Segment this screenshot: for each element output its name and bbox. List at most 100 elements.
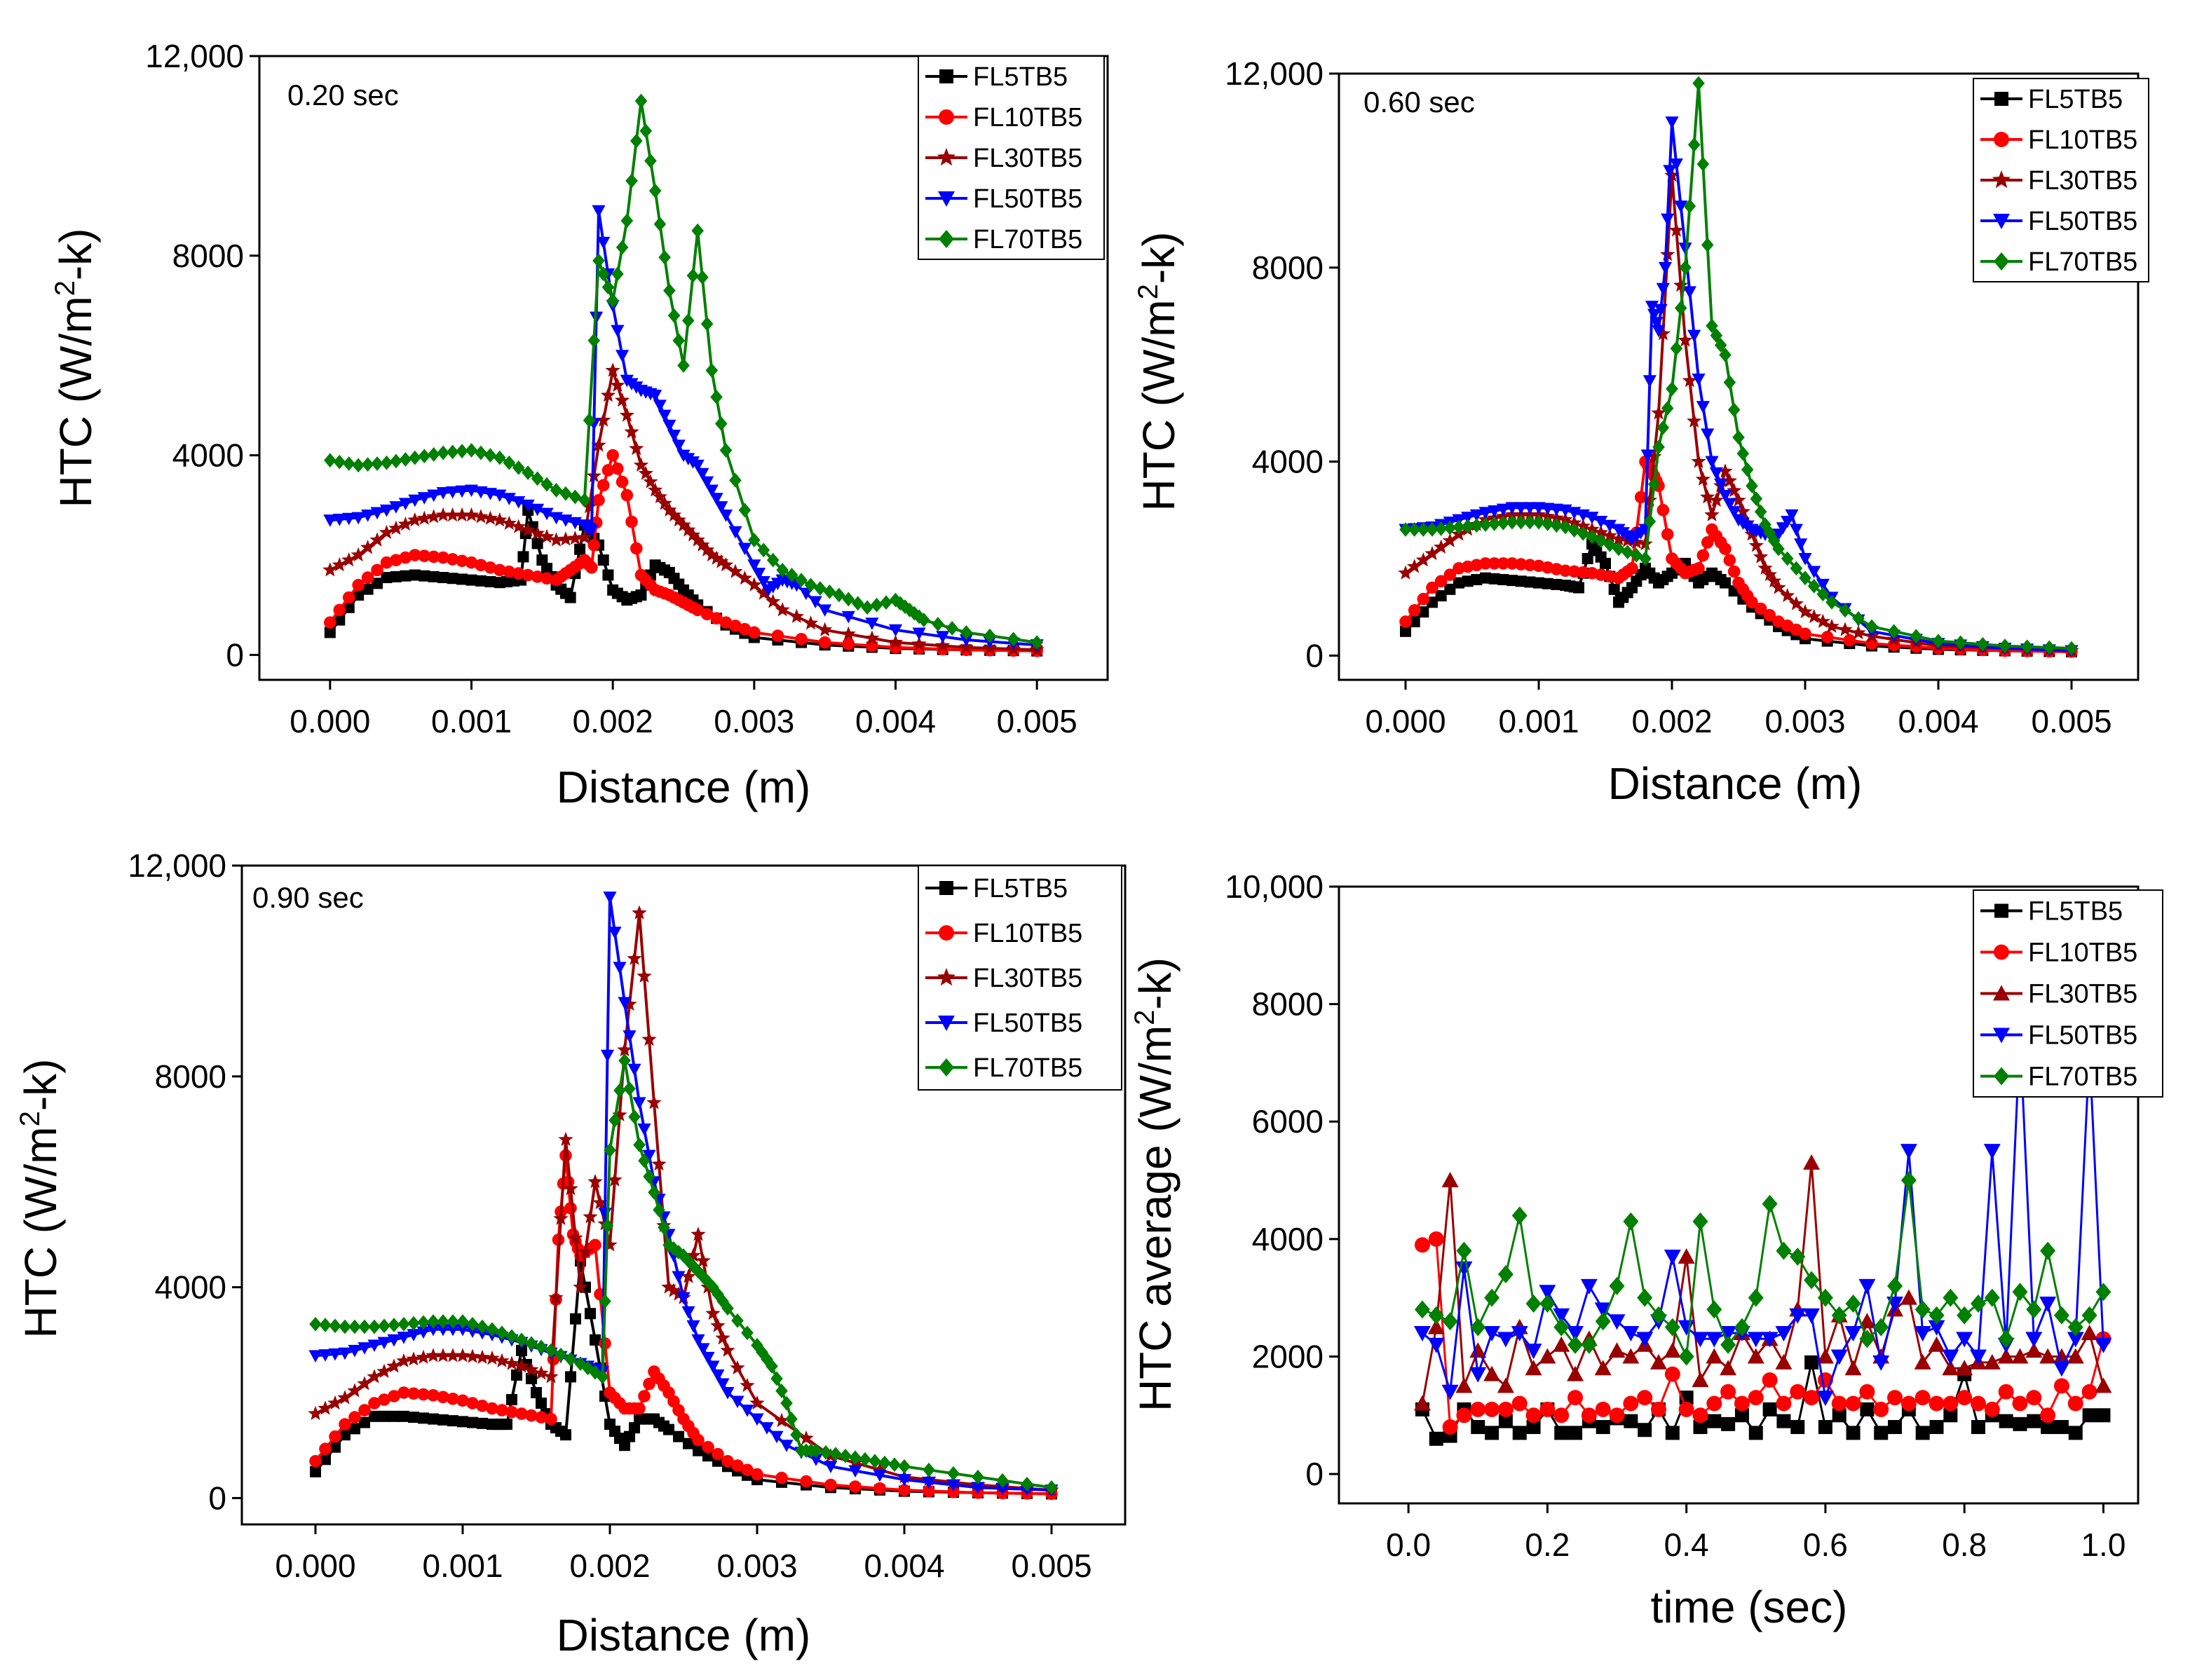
interp-marker: [1434, 521, 1448, 536]
data-point: [1650, 1353, 1667, 1370]
interp-marker: [666, 507, 682, 522]
interp-marker: [996, 1473, 1009, 1488]
interp-marker: [1781, 551, 1794, 566]
interp-marker: [611, 266, 624, 282]
data-point: [661, 1279, 676, 1294]
interp-marker: [597, 554, 609, 566]
data-point: [1775, 1325, 1793, 1341]
data-point: [1816, 1391, 1834, 1407]
data-point: [1532, 514, 1545, 530]
interp-marker: [456, 554, 468, 568]
interp-marker: [1567, 515, 1582, 530]
data-point: [1873, 1318, 1889, 1337]
interp-marker: [1807, 578, 1821, 594]
data-point: [959, 634, 973, 647]
data-point: [662, 1238, 675, 1252]
data-point: [1761, 1332, 1778, 1348]
data-point: [1943, 1288, 1959, 1307]
interp-marker: [503, 565, 516, 578]
interp-marker: [702, 1450, 714, 1462]
interp-marker: [730, 1395, 744, 1409]
interp-marker: [1709, 467, 1723, 480]
interp-marker: [445, 1348, 461, 1363]
data-point: [427, 1388, 440, 1402]
data-point: [564, 592, 576, 603]
data-point: [1762, 1194, 1778, 1213]
data-point: [1845, 1395, 1861, 1412]
data-point: [1594, 1360, 1612, 1376]
series-line: [315, 911, 1052, 1492]
interp-marker: [446, 1323, 460, 1337]
interp-marker: [418, 449, 431, 464]
data-point: [721, 1454, 734, 1468]
interp-marker: [568, 1230, 583, 1245]
interp-marker: [530, 525, 545, 540]
data-point: [1873, 1401, 1889, 1417]
data-point: [818, 636, 831, 649]
interp-marker: [1748, 538, 1764, 552]
data-point: [1720, 577, 1731, 589]
data-point: [1506, 514, 1518, 530]
data-point: [1859, 1330, 1875, 1348]
interp-marker: [757, 542, 770, 558]
interp-marker: [653, 217, 667, 232]
interp-marker: [1469, 509, 1483, 522]
interp-marker: [1663, 165, 1677, 177]
interp-marker: [399, 452, 412, 467]
interp-marker: [841, 626, 856, 641]
interp-marker: [1655, 326, 1671, 341]
interp-marker: [638, 1153, 651, 1168]
interp-marker: [870, 597, 883, 613]
data-point: [1706, 1348, 1723, 1364]
data-point: [1567, 1325, 1584, 1341]
interp-marker: [728, 564, 743, 578]
interp-marker: [685, 527, 701, 542]
interp-marker: [531, 503, 545, 517]
series-FL70TB5: [1399, 76, 2078, 656]
interp-marker: [476, 1319, 489, 1334]
data-point: [515, 1332, 528, 1348]
data-point: [379, 504, 394, 517]
interp-marker: [445, 507, 461, 522]
interp-marker: [922, 1476, 936, 1489]
interp-marker: [465, 1348, 480, 1363]
interp-marker: [1541, 503, 1555, 516]
interp-marker: [712, 1447, 724, 1461]
interp-marker: [1727, 565, 1741, 578]
data-point: [662, 502, 677, 517]
legend-marker: [939, 109, 954, 125]
data-point: [367, 1339, 381, 1352]
legend-marker: [939, 1058, 954, 1077]
interp-marker: [702, 1274, 714, 1290]
data-point: [1469, 1342, 1487, 1358]
data-point: [1414, 1237, 1430, 1253]
interp-marker: [841, 610, 855, 624]
interp-marker: [386, 1358, 402, 1373]
data-point: [693, 1445, 704, 1456]
interp-marker: [1488, 517, 1501, 531]
time-annotation: 0.20 sec: [287, 78, 399, 111]
data-point: [522, 465, 534, 480]
interp-marker: [1461, 519, 1474, 534]
data-point: [691, 223, 704, 238]
data-point: [337, 1390, 353, 1405]
x-axis-title: Distance (m): [557, 1610, 811, 1660]
interp-marker: [873, 1469, 887, 1482]
data-point: [585, 524, 599, 537]
interp-marker: [387, 1334, 401, 1347]
interp-marker: [1687, 137, 1701, 152]
interp-marker: [775, 1471, 788, 1484]
interp-marker: [2020, 639, 2034, 655]
interp-marker: [446, 486, 460, 499]
interp-marker: [711, 1369, 725, 1382]
data-point: [2081, 1384, 2097, 1400]
data-point: [1720, 1384, 1736, 1400]
data-point: [1956, 1360, 1973, 1376]
interp-marker: [1549, 503, 1563, 517]
interp-marker: [1714, 338, 1727, 353]
interp-marker: [1727, 506, 1741, 519]
data-point: [1532, 502, 1546, 514]
data-point: [1427, 1337, 1445, 1353]
interp-marker: [578, 1244, 593, 1259]
data-point: [1971, 1395, 1986, 1412]
